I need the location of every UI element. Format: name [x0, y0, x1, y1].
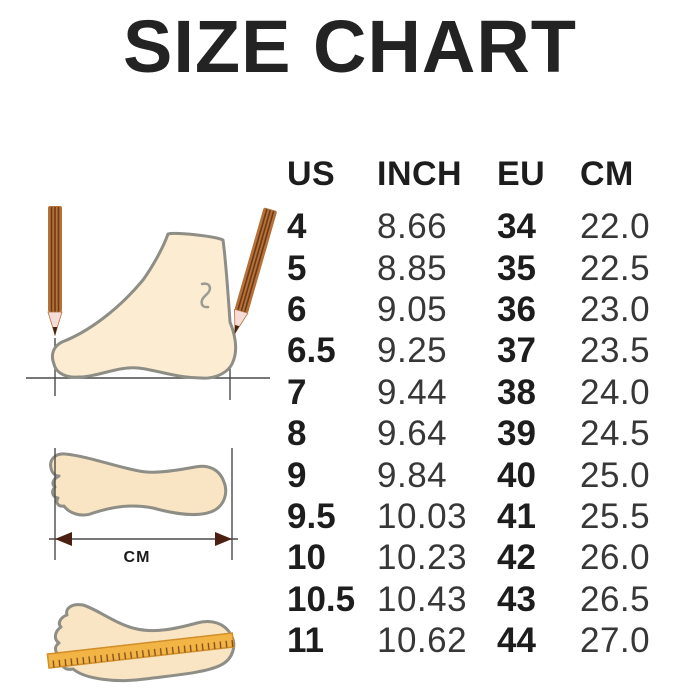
cell-inch: 9.44 — [377, 372, 448, 412]
cell-eu: 37 — [497, 331, 536, 371]
cell-eu: 38 — [497, 372, 536, 412]
cell-us: 10.5 — [287, 579, 356, 619]
pencil-left-icon — [47, 206, 63, 337]
cm-label: CM — [124, 549, 151, 566]
cell-us: 8 — [287, 414, 307, 454]
footprint-length-arrow-icon: CM — [49, 448, 238, 566]
cell-eu: 39 — [497, 414, 536, 454]
cell-inch: 9.84 — [377, 455, 448, 495]
cell-inch: 9.05 — [377, 289, 448, 329]
cell-cm: 25.0 — [580, 455, 651, 495]
cell-eu: 34 — [497, 207, 536, 247]
footprint-with-ruler-icon — [46, 603, 236, 683]
cell-eu: 42 — [497, 538, 536, 578]
cell-us: 6.5 — [287, 331, 336, 371]
cell-cm: 24.0 — [580, 372, 651, 412]
cell-eu: 44 — [497, 621, 536, 661]
cell-cm: 22.0 — [580, 207, 651, 247]
col-header-us: US — [287, 154, 336, 193]
cell-us: 9 — [287, 455, 307, 495]
cell-cm: 27.0 — [580, 621, 651, 661]
cell-cm: 23.5 — [580, 331, 651, 371]
cell-inch: 9.64 — [377, 414, 448, 454]
cell-us: 7 — [287, 372, 307, 412]
col-header-inch: INCH — [377, 154, 463, 193]
cell-inch: 8.66 — [377, 207, 448, 247]
cell-inch: 8.85 — [377, 248, 448, 288]
cell-cm: 25.5 — [580, 496, 651, 536]
cell-inch: 10.43 — [377, 579, 468, 619]
size-table: US INCH EU CM 4 8.66 34 22.0 5 8.85 35 2… — [287, 142, 672, 661]
cell-inch: 10.03 — [377, 496, 468, 536]
cell-cm: 23.0 — [580, 289, 651, 329]
cell-inch: 10.23 — [377, 538, 468, 578]
cell-eu: 41 — [497, 496, 536, 536]
foot-side-with-pencils-icon — [26, 206, 277, 400]
col-header-eu: EU — [497, 154, 546, 193]
col-header-cm: CM — [580, 154, 634, 193]
cell-inch: 9.25 — [377, 331, 448, 371]
cell-cm: 26.5 — [580, 579, 651, 619]
cell-inch: 10.62 — [377, 621, 468, 661]
cell-us: 5 — [287, 248, 307, 288]
cell-cm: 26.0 — [580, 538, 651, 578]
cell-us: 11 — [287, 621, 324, 661]
ruler-icon — [46, 632, 235, 669]
cell-eu: 40 — [497, 455, 536, 495]
cell-us: 10 — [287, 538, 326, 578]
cell-cm: 24.5 — [580, 414, 651, 454]
cell-eu: 43 — [497, 579, 536, 619]
cell-us: 6 — [287, 289, 307, 329]
cell-us: 9.5 — [287, 496, 336, 536]
cell-cm: 22.5 — [580, 248, 651, 288]
cell-eu: 36 — [497, 289, 536, 329]
pencil-right-icon — [234, 207, 277, 335]
page-title: SIZE CHART — [123, 5, 577, 88]
cell-us: 4 — [287, 207, 307, 247]
cell-eu: 35 — [497, 248, 536, 288]
